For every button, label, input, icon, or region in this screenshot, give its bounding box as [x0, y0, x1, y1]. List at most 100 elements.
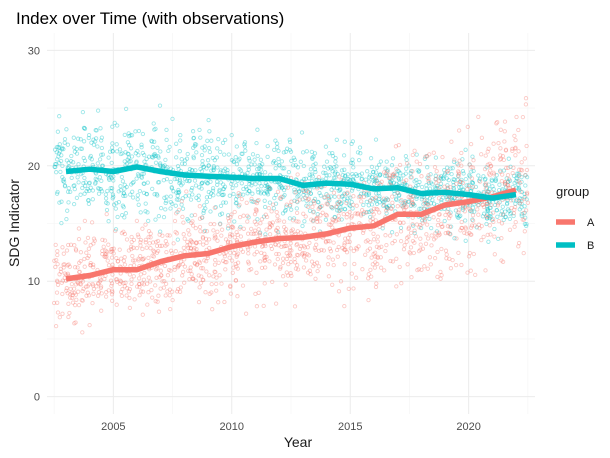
scatter-point-A: [277, 218, 282, 223]
scatter-point-B: [468, 174, 473, 179]
scatter-point-B: [329, 166, 334, 171]
scatter-point-A: [368, 239, 373, 245]
scatter-point-A: [390, 194, 395, 199]
scatter-point-A: [397, 162, 403, 168]
scatter-point-B: [207, 194, 213, 200]
scatter-point-B: [205, 158, 211, 163]
scatter-point-A: [436, 174, 441, 179]
scatter-point-B: [173, 203, 178, 208]
scatter-point-A: [481, 202, 486, 207]
scatter-point-A: [138, 272, 143, 277]
scatter-point-B: [176, 189, 181, 195]
scatter-point-A: [252, 212, 258, 217]
scatter-point-A: [507, 227, 513, 232]
scatter-point-B: [481, 189, 486, 195]
scatter-point-A: [319, 203, 325, 209]
scatter-point-B: [105, 201, 110, 206]
scatter-point-A: [162, 263, 168, 269]
scatter-point-B: [93, 176, 98, 182]
scatter-point-B: [61, 146, 66, 152]
scatter-point-A: [512, 133, 517, 139]
scatter-point-A: [60, 245, 65, 250]
scatter-point-A: [174, 211, 179, 216]
scatter-point-A: [194, 247, 199, 252]
scatter-point-A: [284, 243, 289, 248]
scatter-point-A: [445, 185, 451, 190]
scatter-point-B: [444, 197, 450, 202]
scatter-point-A: [64, 288, 69, 293]
scatter-point-B: [332, 164, 337, 170]
scatter-point-A: [490, 216, 496, 222]
scatter-point-A: [511, 165, 516, 170]
scatter-point-A: [396, 142, 401, 148]
scatter-point-B: [513, 201, 518, 206]
scatter-point-B: [488, 211, 493, 216]
scatter-point-B: [199, 180, 205, 186]
scatter-point-B: [145, 210, 150, 215]
scatter-point-B: [511, 213, 516, 219]
scatter-point-A: [434, 169, 439, 174]
scatter-point-A: [331, 240, 336, 245]
scatter-point-B: [254, 171, 260, 177]
scatter-point-A: [513, 145, 518, 150]
scatter-point-B: [208, 209, 213, 214]
scatter-point-A: [80, 279, 86, 284]
scatter-point-B: [123, 211, 129, 216]
scatter-point-A: [484, 201, 489, 207]
scatter-point-B: [273, 166, 278, 171]
scatter-point-A: [88, 243, 93, 248]
scatter-point-A: [122, 231, 128, 237]
scatter-point-A: [227, 234, 233, 239]
scatter-point-A: [410, 238, 416, 244]
scatter-point-B: [438, 184, 443, 190]
scatter-point-B: [292, 157, 297, 163]
scatter-point-A: [447, 256, 452, 261]
scatter-point-B: [482, 177, 488, 182]
scatter-point-B: [157, 103, 163, 108]
scatter-point-A: [193, 261, 198, 266]
scatter-point-B: [257, 181, 262, 186]
scatter-point-B: [96, 191, 102, 196]
scatter-point-B: [230, 185, 235, 191]
scatter-point-B: [434, 229, 440, 234]
scatter-point-B: [204, 199, 209, 205]
scatter-point-B: [517, 187, 522, 193]
scatter-point-A: [305, 252, 310, 257]
scatter-point-B: [138, 210, 143, 215]
scatter-point-B: [342, 167, 347, 172]
scatter-point-B: [408, 175, 413, 180]
scatter-point-B: [330, 150, 335, 156]
scatter-point-A: [363, 252, 368, 257]
scatter-point-A: [412, 228, 417, 233]
scatter-point-B: [115, 123, 120, 128]
scatter-point-B: [403, 171, 408, 176]
scatter-point-A: [314, 242, 319, 247]
scatter-point-B: [163, 200, 168, 206]
scatter-point-B: [59, 199, 64, 204]
x-tick-label: 2015: [338, 421, 362, 433]
scatter-point-A: [408, 245, 414, 250]
scatter-point-A: [288, 241, 293, 246]
scatter-point-B: [144, 156, 149, 162]
scatter-point-A: [393, 144, 399, 149]
scatter-point-B: [307, 187, 313, 192]
legend: group AB: [556, 184, 595, 252]
scatter-point-B: [122, 132, 127, 138]
scatter-point-B: [288, 149, 294, 154]
scatter-point-B: [483, 176, 488, 182]
scatter-point-B: [371, 181, 377, 187]
scatter-point-A: [486, 171, 492, 176]
scatter-point-A: [263, 255, 268, 260]
scatter-point-A: [375, 255, 380, 260]
scatter-point-A: [102, 276, 107, 282]
scatter-point-B: [519, 201, 524, 206]
scatter-point-A: [266, 205, 271, 211]
scatter-point-A: [457, 158, 462, 163]
scatter-point-A: [398, 220, 403, 225]
scatter-point-B: [128, 133, 133, 138]
scatter-point-A: [476, 114, 481, 120]
scatter-point-A: [409, 275, 414, 280]
scatter-point-A: [274, 227, 279, 233]
scatter-point-A: [394, 256, 399, 261]
scatter-point-A: [269, 209, 274, 214]
